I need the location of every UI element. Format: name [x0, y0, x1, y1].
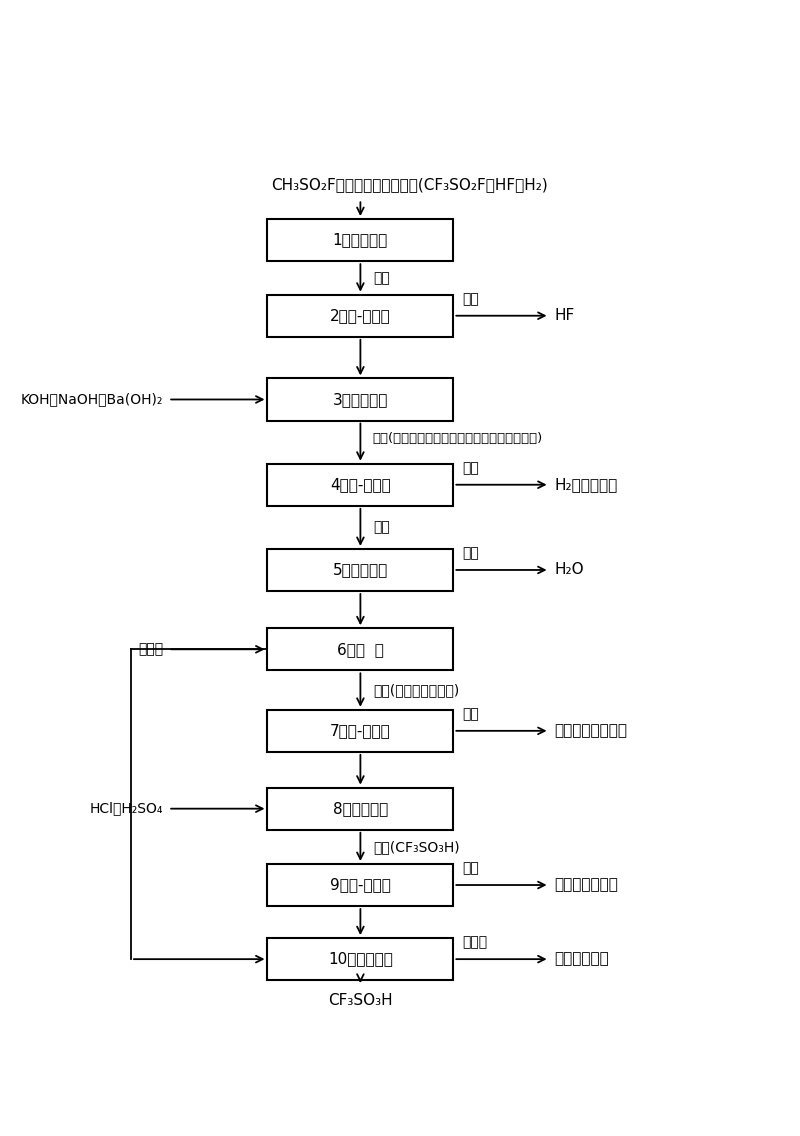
Text: KOH或NaOH或Ba(OH)₂: KOH或NaOH或Ba(OH)₂ [21, 392, 163, 407]
Bar [267, 787, 454, 829]
Text: 去进一步处理: 去进一步处理 [554, 952, 610, 967]
Text: 9、固-液分离: 9、固-液分离 [330, 877, 391, 893]
Bar [267, 863, 454, 907]
Text: 固相: 固相 [462, 861, 479, 876]
Text: 3、化学吸收: 3、化学吸收 [333, 392, 388, 407]
Text: 10、减压蔭馏: 10、减压蔭馏 [328, 952, 393, 967]
Text: 残余液: 残余液 [462, 936, 488, 950]
Text: 氯氧化盐和氟化盐: 氯氧化盐和氟化盐 [554, 724, 627, 738]
Text: HCl或H₂SO₄: HCl或H₂SO₄ [90, 802, 163, 816]
Text: 液相: 液相 [462, 292, 479, 306]
Text: 气相: 气相 [462, 461, 479, 475]
Text: 1、降温冷凝: 1、降温冷凝 [333, 233, 388, 248]
Text: 固相: 固相 [462, 708, 479, 721]
Bar [267, 463, 454, 506]
Text: CH₃SO₂F电化学氟化气相产物(CF₃SO₂F、HF、H₂): CH₃SO₂F电化学氟化气相产物(CF₃SO₂F、HF、H₂) [272, 177, 548, 192]
Bar [267, 710, 454, 752]
Text: 7、固-液分离: 7、固-液分离 [330, 724, 390, 738]
Bar [267, 378, 454, 420]
Bar [267, 549, 454, 591]
Text: 液相(三氟甲基磺酸盐): 液相(三氟甲基磺酸盐) [373, 683, 459, 698]
Text: 固相: 固相 [373, 520, 390, 534]
Text: 液相(三氟甲基磺酸盐、氟化盐、水和氯氧化物): 液相(三氟甲基磺酸盐、氟化盐、水和氯氧化物) [373, 432, 543, 445]
Text: H₂进一步回收: H₂进一步回收 [554, 477, 618, 492]
Bar [267, 938, 454, 980]
Bar [267, 628, 454, 670]
Text: 液相(CF₃SO₃H): 液相(CF₃SO₃H) [373, 840, 459, 854]
Bar [267, 219, 454, 261]
Text: 6、浸  取: 6、浸 取 [337, 642, 384, 657]
Text: CF₃SO₃H: CF₃SO₃H [328, 993, 393, 1008]
Text: 5、蕉发烘干: 5、蕉发烘干 [333, 562, 388, 577]
Text: 2、气-液分离: 2、气-液分离 [330, 308, 390, 324]
Text: HF: HF [554, 308, 574, 324]
Text: 气相: 气相 [373, 270, 390, 285]
Text: 气相: 气相 [462, 546, 479, 560]
Text: 浸取剂: 浸取剂 [138, 642, 163, 657]
Bar [267, 294, 454, 337]
Text: 8、置换反应: 8、置换反应 [333, 801, 388, 816]
Text: 4、气-液分离: 4、气-液分离 [330, 477, 390, 492]
Text: H₂O: H₂O [554, 562, 584, 577]
Text: 氟化盐或硫酸盐: 氟化盐或硫酸盐 [554, 877, 618, 893]
